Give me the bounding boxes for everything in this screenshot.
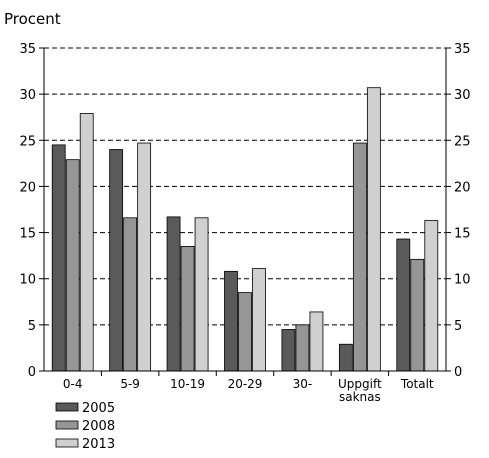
bar-2013 <box>252 268 266 372</box>
bar-2013 <box>424 220 439 372</box>
x-tick-label: 5-9 <box>120 377 140 391</box>
bar-2013 <box>79 113 94 372</box>
y-tick-label-left: 30 <box>19 88 36 103</box>
legend-label: 2008 <box>82 419 115 434</box>
legend-label: 2013 <box>82 437 115 452</box>
bar-2013 <box>309 311 324 372</box>
bars <box>51 87 439 372</box>
y-tick-label-left: 10 <box>19 273 36 288</box>
legend: 2005 2008 2013 <box>55 401 115 452</box>
y-tick-label-right: 15 <box>454 227 471 242</box>
y-tick-label-right: 20 <box>454 180 471 195</box>
bar-2008 <box>410 258 425 372</box>
bar-2008 <box>65 159 80 372</box>
bar-2005 <box>338 343 353 372</box>
y-tick-label-right: 35 <box>454 42 471 57</box>
y-tick-label-left: 20 <box>19 180 36 195</box>
bar-2005 <box>281 329 296 372</box>
bar-2005 <box>109 149 124 372</box>
bar-2013 <box>194 217 209 372</box>
x-tick-labels: 0-4 5-9 10-19 20-29 30- Uppgift saknas Totalt <box>63 377 434 404</box>
bar-2005 <box>224 270 238 372</box>
bar-2008 <box>123 217 138 372</box>
y-axis-title: Procent <box>4 10 61 28</box>
bar-2005 <box>396 238 411 372</box>
y-tick-label-left: 5 <box>28 319 36 334</box>
y-tick-label-left: 0 <box>28 365 36 380</box>
x-tick-label: 10-19 <box>170 377 205 391</box>
y-tick-label-right: 5 <box>454 319 462 334</box>
axes <box>39 47 451 376</box>
y-tick-label-left: 25 <box>19 134 36 149</box>
x-tick-label: 30- <box>293 377 313 391</box>
gridlines <box>44 47 446 326</box>
y-tick-label-right: 25 <box>454 134 471 149</box>
x-tick-label: 20-29 <box>228 377 263 391</box>
y-tick-label-left: 35 <box>19 42 36 57</box>
bar-2005 <box>166 216 181 372</box>
bar-2008 <box>180 246 195 372</box>
legend-label: 2005 <box>82 401 115 416</box>
x-tick-label: Uppgift saknas <box>338 377 382 404</box>
bar-2008 <box>238 292 252 372</box>
bar-2008 <box>352 142 367 372</box>
x-tick-label: Totalt <box>400 377 434 391</box>
bar-2013 <box>137 142 152 372</box>
y-tick-label-right: 30 <box>454 88 471 103</box>
legend-swatch-2005 <box>55 402 79 412</box>
bar-2013 <box>366 87 381 372</box>
y-tick-label-right: 0 <box>454 365 462 380</box>
right-y-tick-labels: 0 5 10 15 20 25 30 35 <box>454 42 471 380</box>
bar-2005 <box>51 144 66 372</box>
legend-swatch-2008 <box>55 420 79 430</box>
y-tick-label-right: 10 <box>454 273 471 288</box>
legend-swatch-2013 <box>55 438 79 448</box>
bar-2008 <box>295 324 310 372</box>
left-y-tick-labels: 0 5 10 15 20 25 30 35 <box>19 42 36 380</box>
x-tick-label: 0-4 <box>63 377 83 391</box>
y-tick-label-left: 15 <box>19 227 36 242</box>
